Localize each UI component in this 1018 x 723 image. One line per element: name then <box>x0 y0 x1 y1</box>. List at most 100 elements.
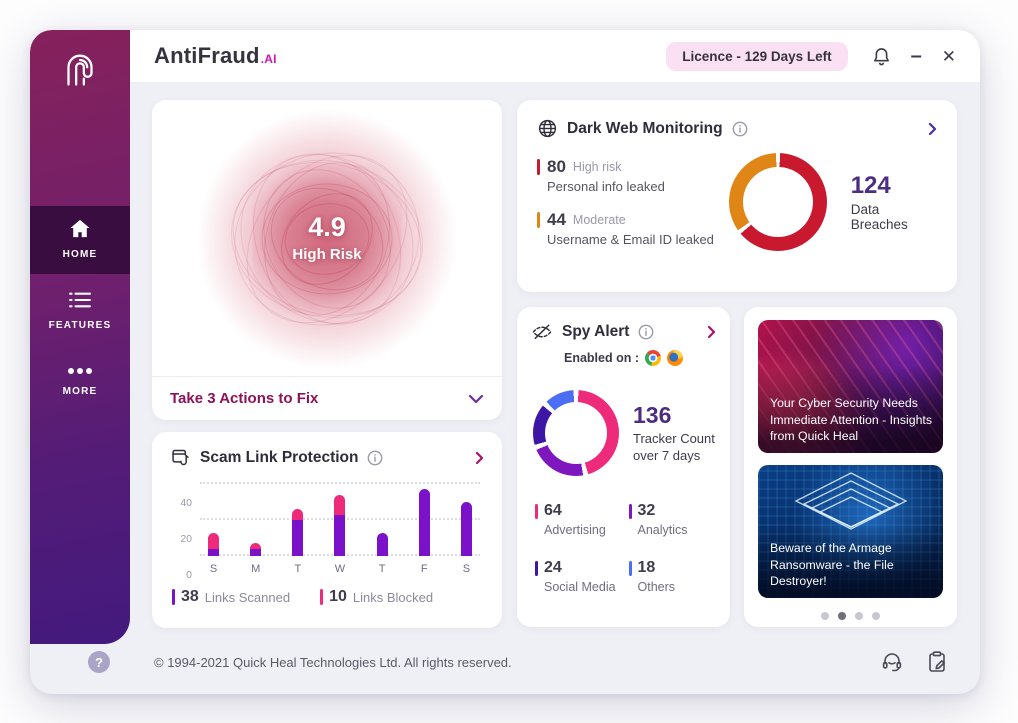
bell-icon <box>873 47 889 65</box>
info-icon[interactable] <box>638 324 654 340</box>
legend-value: 18 <box>637 559 656 576</box>
bar <box>376 532 388 556</box>
legend-color-bar <box>628 560 632 576</box>
bar-segment-scanned <box>292 520 304 556</box>
chevron-right-icon[interactable] <box>928 122 937 136</box>
eye-slash-icon <box>532 324 552 340</box>
news-title: Beware of the Armage Ransomware - the Fi… <box>770 541 894 588</box>
support-headset-icon[interactable] <box>880 650 904 674</box>
scam-legend: 38 Links Scanned 10 Links Blocked <box>172 588 484 606</box>
chevron-right-icon[interactable] <box>475 451 484 465</box>
minimize-button[interactable]: – <box>910 45 922 67</box>
stat-severity: Moderate <box>572 213 626 227</box>
notification-bell-button[interactable] <box>872 46 891 67</box>
close-button[interactable]: ✕ <box>941 46 956 66</box>
legend-color-bar <box>320 589 324 605</box>
risk-actions-row[interactable]: Take 3 Actions to Fix <box>152 376 502 420</box>
sidebar-item-label: HOME <box>62 249 98 260</box>
news-item-cyber-security[interactable]: Your Cyber Security Needs Immediate Atte… <box>758 320 943 453</box>
legend-label: Links Scanned <box>204 589 291 605</box>
app-logo: AntiFraud.AI <box>154 43 277 69</box>
news-item-ransomware[interactable]: Beware of the Armage Ransomware - the Fi… <box>758 465 943 598</box>
y-tick-label: 20 <box>180 533 192 545</box>
stat-color-bar <box>537 212 540 228</box>
x-tick-label: S <box>209 563 218 575</box>
total-label: Data Breaches <box>850 202 908 232</box>
spy-legend: 64 Advertising 32 Analytics 24 Social Me… <box>535 502 712 594</box>
y-axis-labels: 0 20 40 <box>170 484 194 581</box>
spy-alert-card: Spy Alert Enabled on : <box>517 307 730 627</box>
sidebar-item-label: FEATURES <box>48 320 112 331</box>
feedback-clipboard-icon[interactable] <box>926 650 948 674</box>
tracker-count-label: Tracker Count over 7 days <box>633 431 715 463</box>
home-icon <box>70 219 90 238</box>
x-tick-label: S <box>462 563 471 575</box>
bar <box>334 494 346 556</box>
carousel-dot[interactable] <box>872 612 880 620</box>
bar <box>418 489 430 556</box>
sidebar-item-more[interactable]: MORE <box>30 349 130 411</box>
card-title: Dark Web Monitoring <box>567 119 723 137</box>
news-carousel-card: Your Cyber Security Needs Immediate Atte… <box>744 307 957 627</box>
legend-label: Social Media <box>544 580 616 594</box>
stat-high-risk: 80 High risk Personal info leaked <box>537 157 717 194</box>
carousel-dot-active[interactable] <box>838 612 846 620</box>
legend-value: 24 <box>544 559 562 576</box>
bar <box>460 502 472 556</box>
chevron-right-icon[interactable] <box>707 325 716 339</box>
legend-color-bar <box>535 503 538 519</box>
dark-web-stats: 80 High risk Personal info leaked 44 Mod… <box>537 157 717 247</box>
firefox-icon <box>667 350 683 366</box>
legend-label: Others <box>637 580 676 594</box>
bar-segment-scanned <box>208 548 219 556</box>
footer: ? © 1994-2021 Quick Heal Technologies Lt… <box>30 630 980 694</box>
legend-item: 32 Analytics <box>628 502 713 537</box>
info-icon[interactable] <box>732 121 748 137</box>
stat-moderate: 44 Moderate Username & Email ID leaked <box>537 210 717 247</box>
tracker-count-value: 136 <box>633 402 672 429</box>
dark-web-monitoring-card: Dark Web Monitoring <box>517 100 957 292</box>
main-content: 4.9 High Risk Take 3 Actions to Fix <box>152 100 957 628</box>
legend-value: 64 <box>544 502 562 519</box>
carousel-dot[interactable] <box>821 612 829 620</box>
sidebar-item-features[interactable]: FEATURES <box>30 278 130 345</box>
help-button[interactable]: ? <box>88 651 110 673</box>
licence-badge[interactable]: Licence - 129 Days Left <box>666 41 848 71</box>
stat-value: 80 <box>547 157 566 176</box>
legend-item: 10 Links Blocked <box>320 588 433 606</box>
bar-segment-blocked <box>292 509 304 520</box>
gridline <box>200 482 480 484</box>
chrome-icon <box>645 350 661 366</box>
bars <box>200 484 480 556</box>
risk-blob <box>192 104 462 374</box>
stat-severity: High risk <box>572 160 622 174</box>
tracker-count: 136 Tracker Count over 7 days <box>633 402 735 464</box>
bar-segment-scanned <box>250 548 262 556</box>
legend-color-bar <box>535 560 538 576</box>
legend-value: 38 <box>181 588 199 605</box>
side-nav: HOME FEATURES MORE <box>30 206 130 411</box>
more-dots-icon <box>68 368 92 374</box>
risk-score-text: 4.9 High Risk <box>152 212 502 263</box>
sidebar-item-home[interactable]: HOME <box>30 206 130 274</box>
legend-item: 38 Links Scanned <box>172 588 290 606</box>
carousel-dot[interactable] <box>855 612 863 620</box>
legend-label: Links Blocked <box>352 589 434 605</box>
stat-description: Username & Email ID leaked <box>547 232 714 247</box>
bar-segment-scanned <box>334 514 346 556</box>
layered-chip-graphic <box>794 472 908 530</box>
stat-color-bar <box>537 159 540 175</box>
fingerprint-icon <box>67 54 93 86</box>
bar <box>208 532 219 556</box>
enabled-on-label: Enabled on : <box>564 351 639 365</box>
news-title: Your Cyber Security Needs Immediate Atte… <box>770 396 932 443</box>
data-breaches-total: 124 Data Breaches <box>851 172 937 232</box>
chevron-down-icon[interactable] <box>468 394 484 404</box>
antifraud-window: AntiFraud.AI Licence - 129 Days Left – ✕ <box>30 30 980 694</box>
info-icon[interactable] <box>367 450 383 466</box>
legend-item: 18 Others <box>628 559 713 594</box>
risk-score-card: 4.9 High Risk Take 3 Actions to Fix <box>152 100 502 420</box>
total-value: 124 <box>850 172 891 199</box>
legend-item: 64 Advertising <box>535 502 619 537</box>
